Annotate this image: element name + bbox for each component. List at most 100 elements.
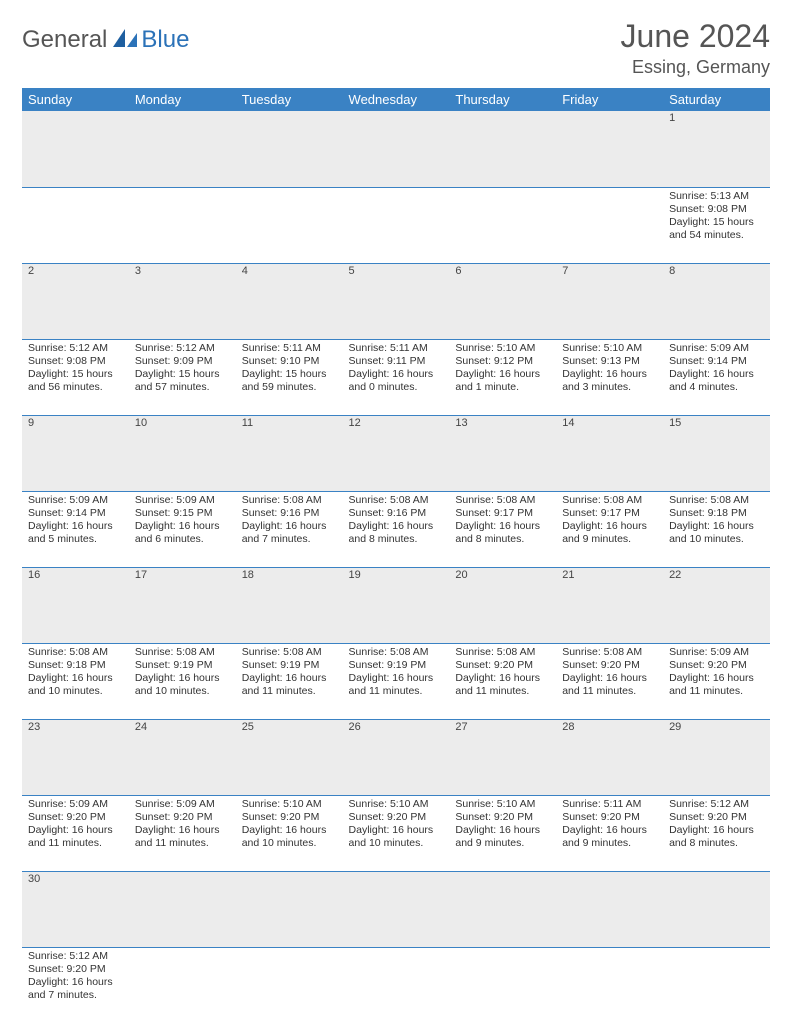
week-row: Sunrise: 5:09 AMSunset: 9:20 PMDaylight:… xyxy=(22,795,770,871)
daylight-line: Daylight: 15 hours and 57 minutes. xyxy=(135,368,230,394)
day-number: 18 xyxy=(236,568,343,582)
daylight-line: Daylight: 16 hours and 11 minutes. xyxy=(28,824,123,850)
day-number: 2 xyxy=(22,264,129,278)
daynum-cell: 21 xyxy=(556,567,663,643)
sunset-line: Sunset: 9:17 PM xyxy=(562,507,657,520)
daynum-cell: 12 xyxy=(343,415,450,491)
day-number: 7 xyxy=(556,264,663,278)
day-content: Sunrise: 5:08 AMSunset: 9:19 PMDaylight:… xyxy=(343,644,450,703)
day-number: 24 xyxy=(129,720,236,734)
daylight-line: Daylight: 16 hours and 6 minutes. xyxy=(135,520,230,546)
sunrise-line: Sunrise: 5:08 AM xyxy=(349,494,444,507)
day-content: Sunrise: 5:08 AMSunset: 9:18 PMDaylight:… xyxy=(22,644,129,703)
day-content: Sunrise: 5:08 AMSunset: 9:18 PMDaylight:… xyxy=(663,492,770,551)
daylight-line: Daylight: 16 hours and 11 minutes. xyxy=(562,672,657,698)
sunrise-line: Sunrise: 5:09 AM xyxy=(28,798,123,811)
sunset-line: Sunset: 9:18 PM xyxy=(669,507,764,520)
daynum-cell: 6 xyxy=(449,263,556,339)
daynum-cell: 27 xyxy=(449,719,556,795)
sunrise-line: Sunrise: 5:09 AM xyxy=(135,798,230,811)
day-cell: Sunrise: 5:08 AMSunset: 9:20 PMDaylight:… xyxy=(556,643,663,719)
location-label: Essing, Germany xyxy=(621,57,770,78)
sunrise-line: Sunrise: 5:09 AM xyxy=(669,646,764,659)
day-number: 29 xyxy=(663,720,770,734)
day-number: 21 xyxy=(556,568,663,582)
daynum-cell: 26 xyxy=(343,719,450,795)
daylight-line: Daylight: 16 hours and 0 minutes. xyxy=(349,368,444,394)
daylight-line: Daylight: 16 hours and 3 minutes. xyxy=(562,368,657,394)
day-content: Sunrise: 5:09 AMSunset: 9:20 PMDaylight:… xyxy=(663,644,770,703)
daynum-row: 23242526272829 xyxy=(22,719,770,795)
sunrise-line: Sunrise: 5:08 AM xyxy=(242,494,337,507)
sunset-line: Sunset: 9:20 PM xyxy=(562,811,657,824)
day-cell xyxy=(556,187,663,263)
daylight-line: Daylight: 16 hours and 7 minutes. xyxy=(28,976,123,1002)
daynum-cell: 22 xyxy=(663,567,770,643)
daynum-row: 1 xyxy=(22,111,770,187)
daynum-cell: 25 xyxy=(236,719,343,795)
sunrise-line: Sunrise: 5:12 AM xyxy=(28,950,123,963)
daynum-cell: 15 xyxy=(663,415,770,491)
sunrise-line: Sunrise: 5:08 AM xyxy=(455,646,550,659)
day-cell xyxy=(343,947,450,1023)
day-cell: Sunrise: 5:08 AMSunset: 9:19 PMDaylight:… xyxy=(236,643,343,719)
daynum-row: 2345678 xyxy=(22,263,770,339)
sunset-line: Sunset: 9:19 PM xyxy=(242,659,337,672)
sunset-line: Sunset: 9:13 PM xyxy=(562,355,657,368)
day-content: Sunrise: 5:09 AMSunset: 9:20 PMDaylight:… xyxy=(22,796,129,855)
sunset-line: Sunset: 9:20 PM xyxy=(28,963,123,976)
daylight-line: Daylight: 15 hours and 54 minutes. xyxy=(669,216,764,242)
day-cell xyxy=(343,187,450,263)
sunrise-line: Sunrise: 5:11 AM xyxy=(562,798,657,811)
daylight-line: Daylight: 16 hours and 11 minutes. xyxy=(455,672,550,698)
day-number: 5 xyxy=(343,264,450,278)
day-content: Sunrise: 5:11 AMSunset: 9:11 PMDaylight:… xyxy=(343,340,450,399)
daynum-cell xyxy=(22,111,129,187)
daylight-line: Daylight: 16 hours and 5 minutes. xyxy=(28,520,123,546)
day-cell: Sunrise: 5:08 AMSunset: 9:18 PMDaylight:… xyxy=(22,643,129,719)
day-cell: Sunrise: 5:12 AMSunset: 9:20 PMDaylight:… xyxy=(663,795,770,871)
day-content: Sunrise: 5:08 AMSunset: 9:20 PMDaylight:… xyxy=(556,644,663,703)
daylight-line: Daylight: 16 hours and 11 minutes. xyxy=(349,672,444,698)
day-content: Sunrise: 5:09 AMSunset: 9:14 PMDaylight:… xyxy=(22,492,129,551)
day-content: Sunrise: 5:13 AMSunset: 9:08 PMDaylight:… xyxy=(663,188,770,247)
daylight-line: Daylight: 16 hours and 11 minutes. xyxy=(242,672,337,698)
day-number: 28 xyxy=(556,720,663,734)
daynum-cell xyxy=(449,111,556,187)
week-row: Sunrise: 5:12 AMSunset: 9:08 PMDaylight:… xyxy=(22,339,770,415)
sunset-line: Sunset: 9:20 PM xyxy=(242,811,337,824)
week-row: Sunrise: 5:13 AMSunset: 9:08 PMDaylight:… xyxy=(22,187,770,263)
sunrise-line: Sunrise: 5:08 AM xyxy=(669,494,764,507)
daynum-cell: 10 xyxy=(129,415,236,491)
day-cell: Sunrise: 5:11 AMSunset: 9:20 PMDaylight:… xyxy=(556,795,663,871)
day-cell: Sunrise: 5:12 AMSunset: 9:20 PMDaylight:… xyxy=(22,947,129,1023)
day-header-row: Sunday Monday Tuesday Wednesday Thursday… xyxy=(22,88,770,111)
header: General Blue June 2024 Essing, Germany xyxy=(22,18,770,78)
sunset-line: Sunset: 9:20 PM xyxy=(669,659,764,672)
daylight-line: Daylight: 16 hours and 8 minutes. xyxy=(669,824,764,850)
daynum-row: 30 xyxy=(22,871,770,947)
sunrise-line: Sunrise: 5:08 AM xyxy=(135,646,230,659)
day-content: Sunrise: 5:08 AMSunset: 9:16 PMDaylight:… xyxy=(236,492,343,551)
day-cell: Sunrise: 5:09 AMSunset: 9:14 PMDaylight:… xyxy=(663,339,770,415)
daylight-line: Daylight: 16 hours and 10 minutes. xyxy=(28,672,123,698)
daynum-cell: 2 xyxy=(22,263,129,339)
sunset-line: Sunset: 9:19 PM xyxy=(135,659,230,672)
day-cell: Sunrise: 5:12 AMSunset: 9:09 PMDaylight:… xyxy=(129,339,236,415)
daynum-cell: 4 xyxy=(236,263,343,339)
day-content: Sunrise: 5:12 AMSunset: 9:09 PMDaylight:… xyxy=(129,340,236,399)
sunrise-line: Sunrise: 5:08 AM xyxy=(242,646,337,659)
sunset-line: Sunset: 9:17 PM xyxy=(455,507,550,520)
day-content: Sunrise: 5:08 AMSunset: 9:16 PMDaylight:… xyxy=(343,492,450,551)
sunset-line: Sunset: 9:15 PM xyxy=(135,507,230,520)
day-cell: Sunrise: 5:10 AMSunset: 9:20 PMDaylight:… xyxy=(449,795,556,871)
day-cell: Sunrise: 5:08 AMSunset: 9:17 PMDaylight:… xyxy=(556,491,663,567)
day-content: Sunrise: 5:10 AMSunset: 9:20 PMDaylight:… xyxy=(343,796,450,855)
sunrise-line: Sunrise: 5:12 AM xyxy=(28,342,123,355)
day-cell: Sunrise: 5:08 AMSunset: 9:16 PMDaylight:… xyxy=(236,491,343,567)
week-row: Sunrise: 5:08 AMSunset: 9:18 PMDaylight:… xyxy=(22,643,770,719)
page-title: June 2024 xyxy=(621,18,770,55)
sunset-line: Sunset: 9:20 PM xyxy=(135,811,230,824)
daynum-cell: 29 xyxy=(663,719,770,795)
day-content: Sunrise: 5:10 AMSunset: 9:20 PMDaylight:… xyxy=(449,796,556,855)
